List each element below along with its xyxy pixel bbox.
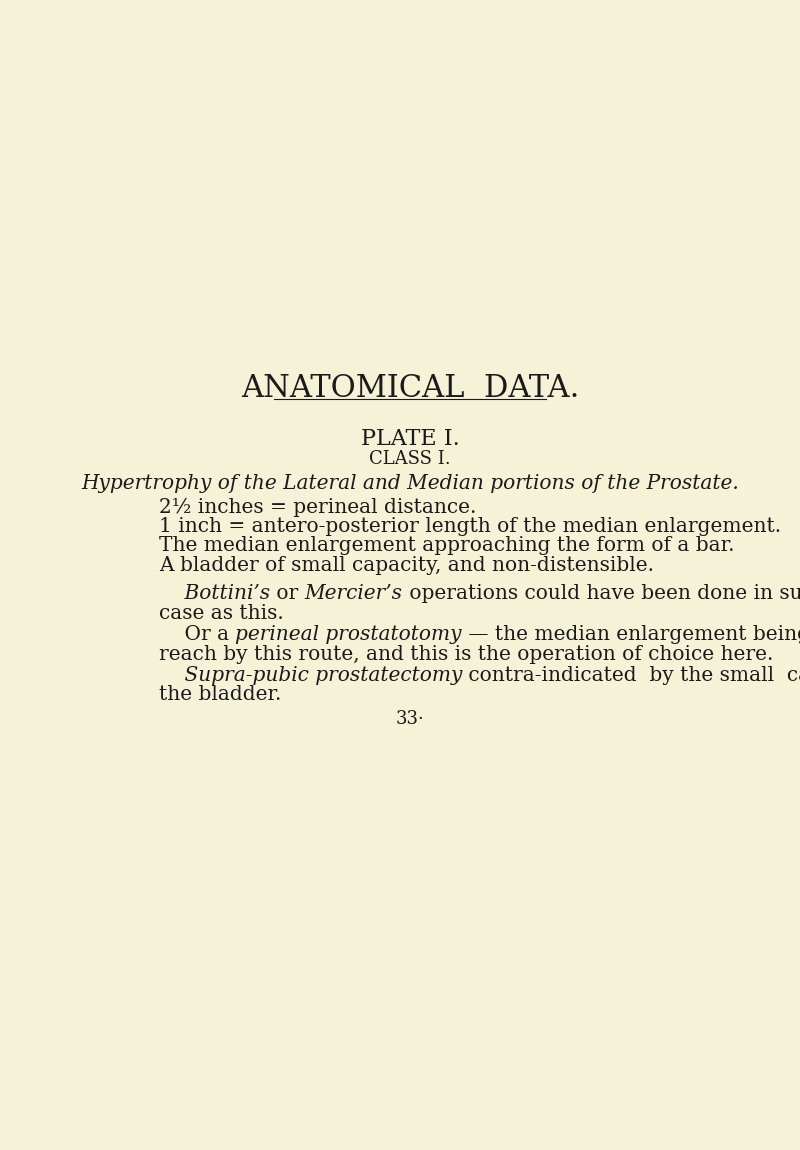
Text: 1 inch = antero-posterior length of the median enlargement.: 1 inch = antero-posterior length of the … bbox=[159, 518, 781, 536]
Text: operations could have been done in such a: operations could have been done in such … bbox=[402, 584, 800, 604]
Text: Mercier’s: Mercier’s bbox=[305, 584, 402, 604]
Text: Or a: Or a bbox=[159, 626, 235, 644]
Text: Bottini’s: Bottini’s bbox=[159, 584, 270, 604]
Text: The median enlargement approaching the form of a bar.: The median enlargement approaching the f… bbox=[159, 536, 734, 555]
Text: the bladder.: the bladder. bbox=[159, 685, 282, 704]
Text: or: or bbox=[270, 584, 305, 604]
Text: PLATE I.: PLATE I. bbox=[361, 429, 459, 451]
Text: case as this.: case as this. bbox=[159, 604, 284, 623]
Text: A bladder of small capacity, and non-distensible.: A bladder of small capacity, and non-dis… bbox=[159, 555, 654, 575]
Text: Supra-pubic prostatectomy: Supra-pubic prostatectomy bbox=[159, 666, 462, 684]
Text: contra-indicated  by the small  capacity of: contra-indicated by the small capacity o… bbox=[462, 666, 800, 684]
Text: perineal prostatotomy: perineal prostatotomy bbox=[235, 626, 462, 644]
Text: Hypertrophy of the Lateral and Median portions of the Prostate.: Hypertrophy of the Lateral and Median po… bbox=[81, 475, 739, 493]
Text: reach by this route, and this is the operation of choice here.: reach by this route, and this is the ope… bbox=[159, 644, 774, 664]
Text: 2½ inches = perineal distance.: 2½ inches = perineal distance. bbox=[159, 498, 476, 516]
Text: ANATOMICAL  DATA.: ANATOMICAL DATA. bbox=[241, 373, 579, 404]
Text: 33·: 33· bbox=[396, 710, 424, 728]
Text: CLASS I.: CLASS I. bbox=[369, 450, 451, 468]
Text: — the median enlargement being within: — the median enlargement being within bbox=[462, 626, 800, 644]
